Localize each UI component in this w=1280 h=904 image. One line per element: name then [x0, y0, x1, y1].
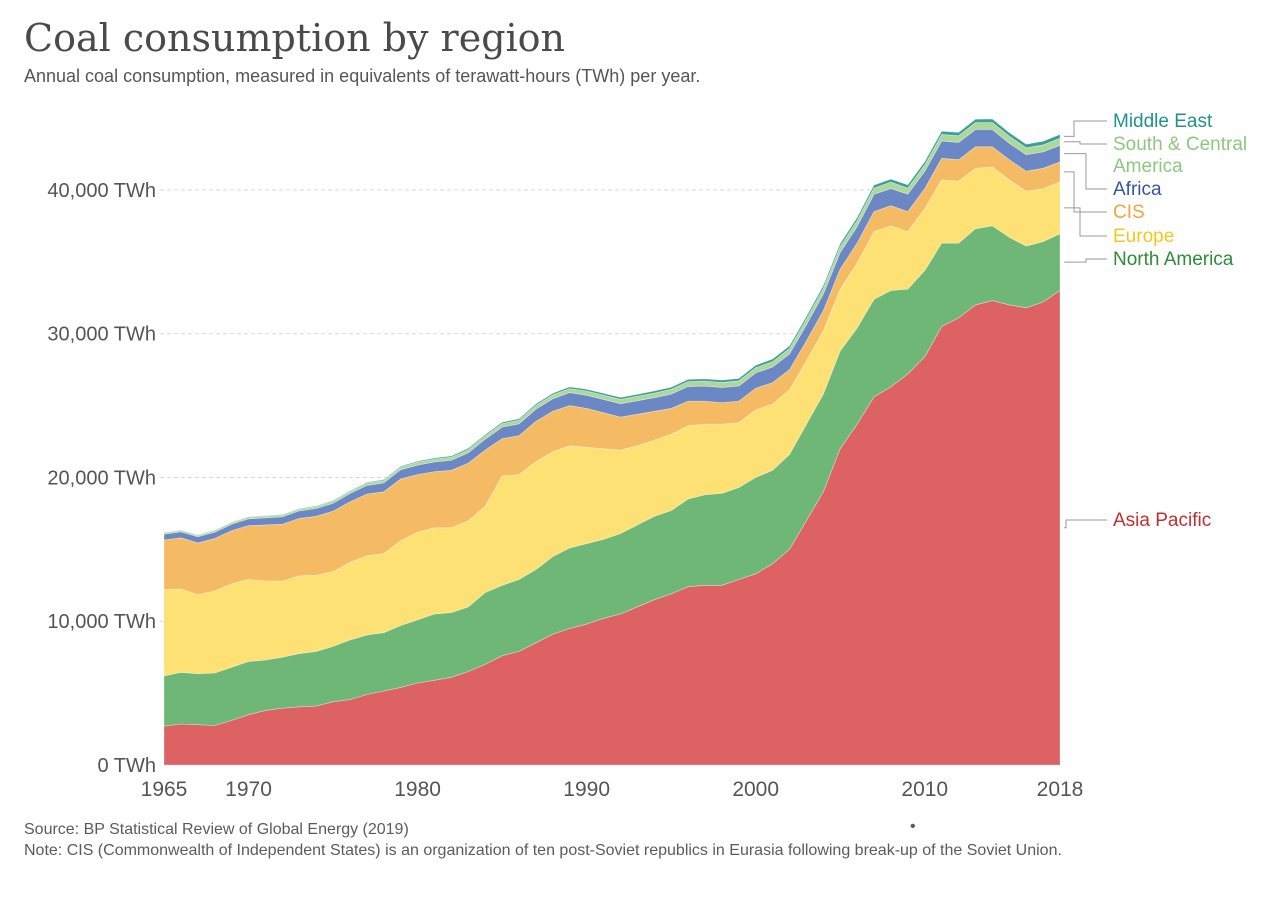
label-connector	[1064, 120, 1107, 137]
x-tick-label: 2018	[1037, 778, 1084, 801]
y-tick-label: 20,000 TWh	[47, 467, 156, 489]
x-axis-ticks: 1965 1970 1980 1990 2000 2010 2018	[141, 778, 1084, 801]
label-connector	[1064, 153, 1107, 190]
chart-footer: Source: BP Statistical Review of Global …	[24, 819, 1244, 861]
footer-dot: •	[910, 818, 916, 835]
source-note: Source: BP Statistical Review of Global …	[24, 821, 409, 838]
y-tick-label: 30,000 TWh	[47, 324, 156, 346]
y-tick-label: 40,000 TWh	[47, 180, 156, 202]
series-label-cis: CIS	[1113, 202, 1145, 223]
series-label-north-america: North America	[1113, 249, 1234, 270]
area-middle-east	[163, 118, 1061, 536]
chart-title: Coal consumption by region	[24, 16, 566, 60]
y-tick-label: 0 TWh	[97, 755, 156, 777]
area-series	[163, 118, 1061, 766]
x-tick-label: 2010	[901, 778, 948, 801]
x-tick-label: 1970	[225, 778, 272, 801]
series-label-south-central-america: South & Central America	[1113, 134, 1247, 177]
label-connector	[1064, 141, 1107, 145]
label-connector	[1064, 207, 1107, 237]
y-tick-label: 10,000 TWh	[47, 611, 156, 633]
x-tick-label: 1990	[563, 778, 610, 801]
label-connector	[1064, 519, 1107, 529]
series-label-asia-pacific: Asia Pacific	[1113, 510, 1211, 531]
series-label-middle-east: Middle East	[1113, 111, 1213, 132]
series-label-europe: Europe	[1113, 226, 1174, 247]
cis-note: Note: CIS (Commonwealth of Independent S…	[24, 842, 1062, 859]
series-label-africa: Africa	[1113, 179, 1162, 200]
x-tick-label: 1965	[141, 778, 188, 801]
x-tick-label: 1980	[394, 778, 441, 801]
y-axis-ticks: 0 TWh 10,000 TWh 20,000 TWh 30,000 TWh 40,00…	[47, 180, 156, 777]
label-connector	[1064, 258, 1107, 263]
chart-subtitle: Annual coal consumption, measured in equ…	[24, 66, 701, 86]
label-connector	[1064, 171, 1107, 213]
x-tick-label: 2000	[732, 778, 779, 801]
